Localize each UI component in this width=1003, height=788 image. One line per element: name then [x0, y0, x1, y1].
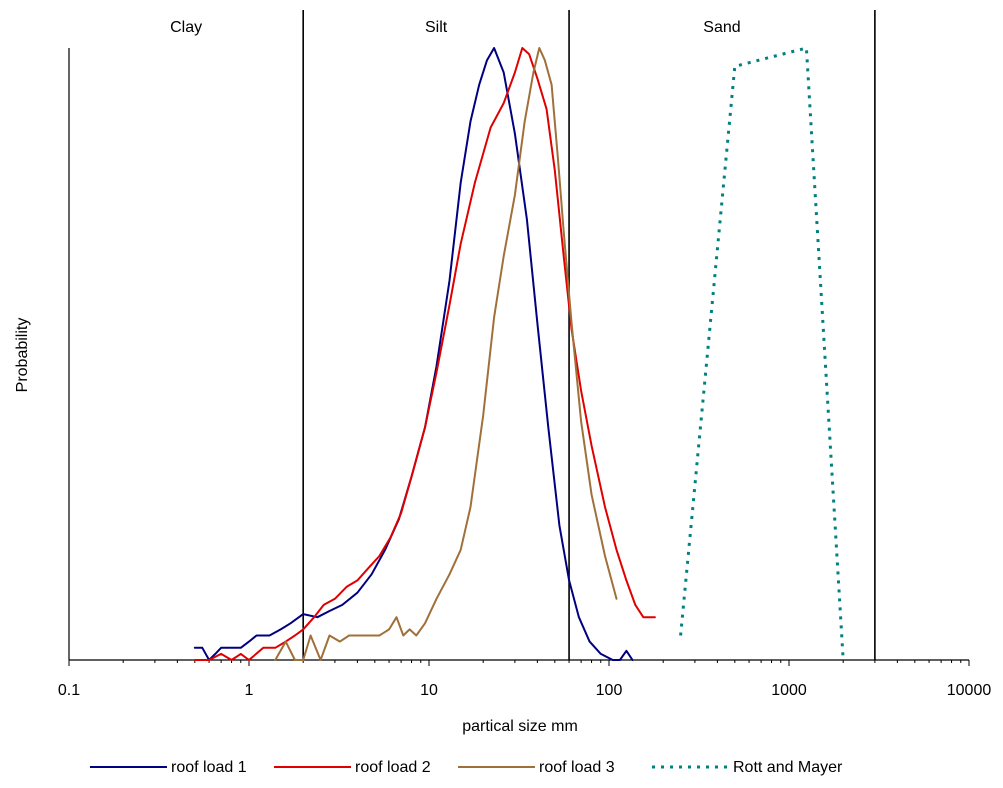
- legend-label-roof-load-3: roof load 3: [539, 759, 615, 776]
- series-line-rott-and-mayer: [679, 46, 845, 661]
- legend-label-rott-and-mayer: Rott and Mayer: [733, 759, 843, 776]
- zone-label-sand: Sand: [703, 19, 740, 36]
- zone-boundaries: [302, 10, 876, 660]
- y-axis-title: Probability: [14, 318, 31, 393]
- x-tick-label: 10000: [947, 682, 992, 699]
- series-line-roof-load-1: [193, 47, 634, 661]
- series-line-roof-load-3: [274, 47, 618, 661]
- x-tick-label: 1000: [771, 682, 807, 699]
- x-axis-title: partical size mm: [462, 718, 578, 735]
- legend: roof load 1 roof load 2 roof load 3 Rott an…: [90, 759, 843, 776]
- x-tick-label: 100: [596, 682, 623, 699]
- x-tick-labels: 0.1 1 10 100 1000 10000: [58, 682, 991, 699]
- series-line-roof-load-2: [193, 47, 656, 661]
- zone-label-silt: Silt: [425, 19, 448, 36]
- zone-label-clay: Clay: [170, 19, 202, 36]
- axes: [68, 48, 970, 666]
- legend-label-roof-load-2: roof load 2: [355, 759, 431, 776]
- x-tick-label: 10: [420, 682, 438, 699]
- x-tick-label: 1: [245, 682, 254, 699]
- zone-labels: Clay Silt Sand: [170, 19, 741, 36]
- series-layer: [193, 46, 845, 661]
- x-tick-label: 0.1: [58, 682, 80, 699]
- legend-label-roof-load-1: roof load 1: [171, 759, 247, 776]
